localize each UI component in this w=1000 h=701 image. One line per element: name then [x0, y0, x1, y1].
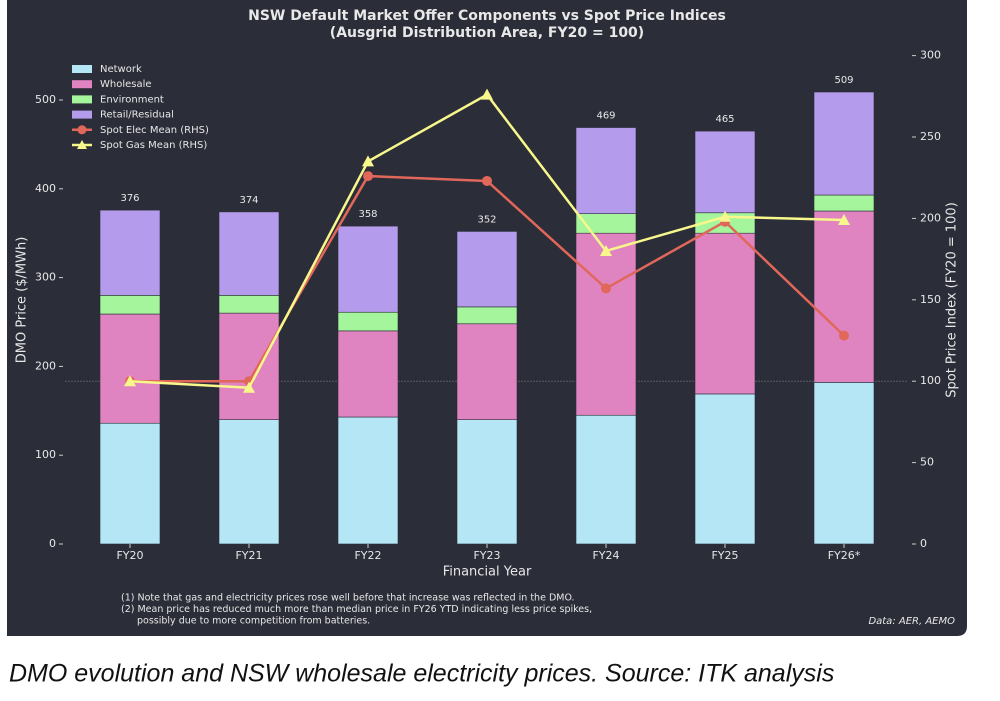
legend-label: Environment — [100, 94, 164, 105]
bar-segment — [813, 194, 875, 212]
y2-tick-label: 200 — [920, 211, 941, 224]
y2-tick-label: 100 — [920, 374, 941, 387]
marker — [838, 214, 850, 226]
bar-segment — [337, 225, 399, 313]
marker — [363, 171, 373, 182]
bar-segment — [337, 311, 399, 332]
x-tick-label: FY21 — [235, 549, 262, 562]
note: (1) Note that gas and electricity prices… — [121, 593, 575, 604]
total-label: 469 — [596, 111, 615, 122]
chart-subtitle: (Ausgrid Distribution Area, FY20 = 100) — [330, 25, 644, 41]
legend-label: Wholesale — [100, 79, 152, 90]
marker — [600, 244, 612, 256]
bar-segment — [99, 209, 161, 296]
bar-segment — [218, 312, 280, 420]
bar-segment — [99, 313, 161, 424]
chart-title: NSW Default Market Offer Components vs S… — [248, 8, 726, 24]
marker — [481, 88, 493, 100]
y2-tick-label: 50 — [920, 456, 934, 469]
y2-tick-label: 0 — [920, 537, 927, 550]
marker — [362, 155, 374, 167]
marker — [839, 330, 849, 341]
bar-segment — [813, 210, 875, 383]
legend-label: Spot Gas Mean (RHS) — [100, 140, 207, 151]
bar-segment — [575, 414, 637, 545]
bar-segment — [813, 91, 875, 196]
y2-axis-label: Spot Price Index (FY20 = 100) — [945, 202, 960, 398]
bar-segment — [456, 306, 518, 325]
source: Data: AER, AEMO — [868, 616, 955, 627]
y2-tick-label: 300 — [920, 49, 941, 62]
bar-segment — [456, 323, 518, 420]
bar-segment — [99, 422, 161, 545]
bar-segment — [694, 130, 756, 214]
legend-label: Spot Elec Mean (RHS) — [100, 125, 209, 136]
x-tick-label: FY24 — [592, 549, 619, 562]
bar-segment — [575, 232, 637, 416]
y-tick-label: 100 — [35, 448, 56, 461]
y-tick-label: 500 — [35, 93, 56, 106]
bar-segment — [337, 330, 399, 418]
legend-swatch — [72, 95, 92, 104]
x-tick-label: FY20 — [116, 549, 143, 562]
marker — [124, 375, 136, 387]
y2-tick-label: 150 — [920, 293, 941, 306]
total-label: 376 — [120, 193, 139, 204]
legend-marker — [77, 125, 87, 135]
x-axis-label: Financial Year — [443, 565, 532, 580]
legend-swatch — [72, 110, 92, 119]
bar-segment — [575, 127, 637, 214]
bar-segment — [218, 419, 280, 545]
note: (2) Mean price has reduced much more tha… — [121, 604, 592, 615]
bar-segment — [456, 231, 518, 308]
legend-label: Retail/Residual — [100, 110, 174, 121]
x-tick-label: FY26* — [828, 549, 861, 562]
bar-segment — [218, 211, 280, 296]
x-tick-label: FY22 — [354, 549, 381, 562]
marker — [601, 283, 611, 294]
legend-swatch — [72, 65, 92, 73]
bar-segment — [337, 416, 399, 545]
bar-segment — [99, 295, 161, 315]
bar-segment — [694, 232, 756, 395]
total-label: 352 — [477, 214, 496, 225]
y-tick-label: 0 — [49, 537, 56, 550]
caption: DMO evolution and NSW wholesale electric… — [9, 660, 834, 688]
y-tick-label: 400 — [35, 182, 56, 195]
bar-segment — [218, 295, 280, 314]
bar-segment — [456, 419, 518, 545]
legend-swatch — [72, 80, 92, 89]
y-tick-label: 300 — [35, 271, 56, 284]
note: possibly due to more competition from ba… — [137, 616, 370, 627]
total-label: 374 — [239, 195, 258, 206]
marker — [243, 381, 255, 393]
total-label: 465 — [715, 114, 734, 125]
bar-segment — [813, 382, 875, 545]
x-tick-label: FY25 — [711, 549, 738, 562]
y2-tick-label: 250 — [920, 130, 941, 143]
legend-marker — [77, 140, 87, 149]
legend-label: Network — [100, 64, 142, 75]
marker — [482, 175, 492, 186]
total-label: 509 — [834, 75, 853, 86]
marker — [719, 210, 731, 222]
bar-segment — [694, 393, 756, 545]
x-tick-label: FY23 — [473, 549, 500, 562]
total-label: 358 — [358, 209, 377, 220]
y-axis-label: DMO Price ($/MWh) — [15, 237, 30, 364]
y-tick-label: 200 — [35, 359, 56, 372]
